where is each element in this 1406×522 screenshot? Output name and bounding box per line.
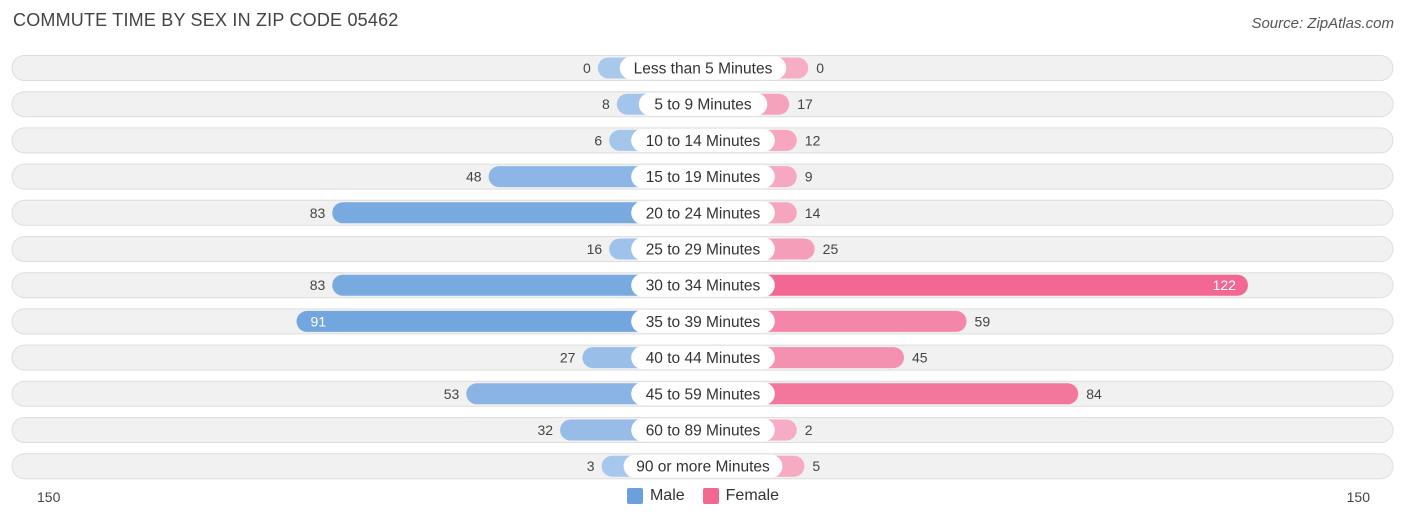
- value-label-female: 17: [797, 96, 813, 112]
- bar-male: [332, 274, 703, 296]
- legend-swatch-female: [702, 488, 719, 504]
- value-label-female: 45: [912, 350, 928, 366]
- category-label-bg: [631, 128, 775, 152]
- category-label-bg: [631, 165, 775, 189]
- category-label-bg: [631, 309, 775, 333]
- category-label-bg: [631, 201, 775, 225]
- value-label-male: 83: [310, 277, 326, 293]
- legend: Male Female: [0, 487, 1406, 505]
- bar-female: [703, 274, 1248, 296]
- value-label-male: 6: [594, 132, 602, 148]
- value-label-female: 25: [823, 241, 839, 257]
- chart-source: Source: ZipAtlas.com: [1251, 15, 1394, 32]
- legend-item-female: Female: [702, 487, 780, 505]
- value-label-female: 84: [1086, 386, 1102, 402]
- axis-label-left: 150: [37, 489, 61, 505]
- value-label-female: 122: [1213, 277, 1237, 293]
- legend-item-male: Male: [626, 487, 685, 505]
- axis-label-right: 150: [1346, 489, 1370, 505]
- value-label-male: 91: [311, 313, 327, 329]
- category-label-bg: [623, 454, 783, 478]
- bar-female: [703, 383, 1079, 405]
- value-label-male: 53: [444, 386, 460, 402]
- legend-label-female: Female: [725, 487, 780, 504]
- value-label-male: 8: [602, 96, 610, 112]
- value-label-female: 9: [805, 169, 813, 185]
- category-label: 30 to 34 Minutes: [646, 278, 761, 295]
- legend-label-male: Male: [649, 487, 685, 504]
- category-label: 60 to 89 Minutes: [646, 423, 761, 440]
- category-label-bg: [631, 346, 775, 370]
- category-label: 15 to 19 Minutes: [646, 169, 761, 186]
- value-label-female: 59: [975, 313, 991, 329]
- value-label-female: 12: [805, 132, 821, 148]
- value-label-male: 83: [310, 205, 326, 221]
- category-label-bg: [631, 382, 775, 406]
- category-label: Less than 5 Minutes: [634, 61, 773, 78]
- value-label-male: 48: [466, 169, 482, 185]
- category-label: 5 to 9 Minutes: [654, 97, 752, 114]
- legend-swatch-male: [626, 488, 643, 504]
- category-label: 90 or more Minutes: [636, 459, 770, 476]
- value-label-male: 16: [587, 241, 603, 257]
- bar-male: [332, 202, 703, 224]
- category-label: 40 to 44 Minutes: [646, 350, 761, 367]
- category-label: 10 to 14 Minutes: [646, 133, 761, 150]
- chart-title: COMMUTE TIME BY SEX IN ZIP CODE 05462: [13, 10, 399, 30]
- value-label-female: 14: [805, 205, 821, 221]
- category-label: 25 to 29 Minutes: [646, 242, 761, 259]
- value-label-male: 27: [560, 350, 576, 366]
- category-label: 35 to 39 Minutes: [646, 314, 761, 331]
- category-label: 45 to 59 Minutes: [646, 386, 761, 403]
- value-label-female: 5: [812, 458, 820, 474]
- category-label-bg: [638, 92, 768, 116]
- value-label-female: 0: [816, 60, 824, 76]
- value-label-male: 3: [587, 458, 595, 474]
- value-label-male: 32: [537, 422, 553, 438]
- category-label-bg: [631, 273, 775, 297]
- category-label-bg: [631, 418, 775, 442]
- bar-male: [296, 310, 703, 332]
- category-label-bg: [631, 237, 775, 261]
- category-label-bg: [619, 56, 787, 80]
- value-label-male: 0: [583, 60, 591, 76]
- category-label: 20 to 24 Minutes: [646, 205, 761, 222]
- value-label-female: 2: [805, 422, 813, 438]
